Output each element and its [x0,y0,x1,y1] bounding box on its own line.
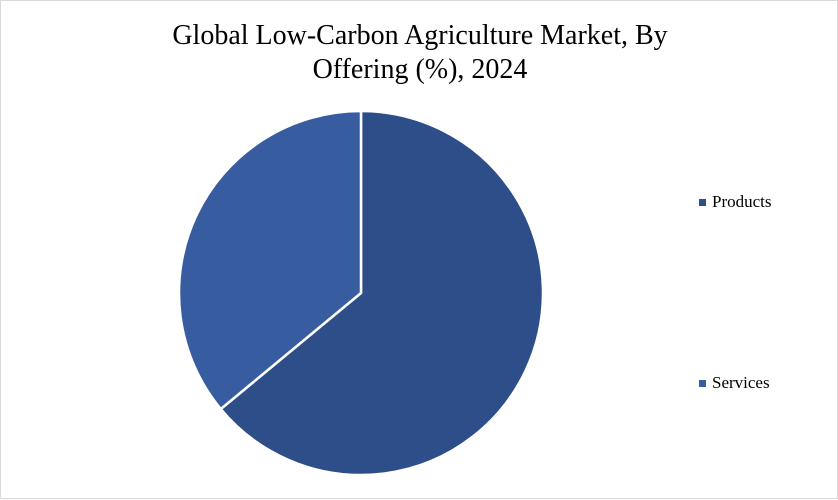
chart-title: Global Low-Carbon Agriculture Market, By… [1,19,838,87]
legend-item-services: Services [699,373,770,393]
legend-item-products: Products [699,192,772,212]
legend-label-products: Products [712,192,772,211]
legend-swatch-services [699,379,706,387]
chart-title-line-1: Global Low-Carbon Agriculture Market, By [172,20,668,51]
legend-swatch-products [699,198,706,206]
pie-slice-services [177,109,363,411]
chart-title-line-2: Offering (%), 2024 [312,54,528,85]
pie-slice-products [219,109,545,477]
legend-label-services: Services [712,373,770,392]
